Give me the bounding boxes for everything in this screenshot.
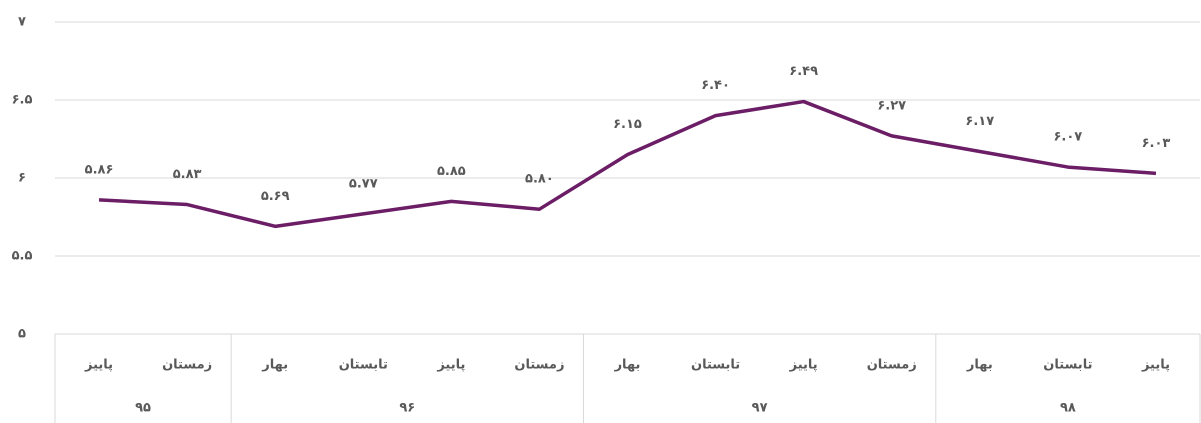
data-label: ۶.۱۵ [613,117,642,132]
x-tick-label: تابستان [1043,358,1092,373]
y-tick-label: ۶.۵ [12,93,33,108]
data-label: ۶.۲۷ [877,98,906,113]
x-tick-label: بهار [966,358,993,373]
x-tick-label: پاییز [789,358,818,373]
data-label: ۶.۴۹ [789,64,818,79]
data-label: ۶.۰۷ [1054,130,1083,145]
y-tick-label: ۵.۵ [12,249,33,264]
data-label: ۶.۰۳ [1142,136,1171,151]
data-label: ۶.۴۰ [701,78,730,93]
data-label: ۵.۸۵ [437,164,466,179]
group-label: ۹۷ [752,401,768,416]
data-label: ۵.۷۷ [349,176,378,191]
data-line [98,99,1157,229]
data-label: ۵.۸۰ [525,172,554,187]
data-label: ۵.۸۶ [85,162,114,177]
group-label: ۹۶ [399,401,415,416]
y-tick-label: ۵ [18,327,26,342]
x-tick-label: پاییز [436,358,465,373]
data-label: ۵.۸۳ [173,167,202,182]
data-label: ۶.۱۷ [965,114,994,129]
x-tick-label: زمستان [514,358,564,373]
x-tick-label: تابستان [691,358,740,373]
x-tick-label: تابستان [339,358,388,373]
x-tick-label: پاییز [1141,358,1170,373]
x-tick-label: پاییز [84,358,113,373]
x-tick-label: بهار [614,358,641,373]
group-label: ۹۸ [1060,401,1076,416]
x-tick-label: بهار [261,358,288,373]
y-tick-label: ۶ [18,171,26,186]
x-tick-label: زمستان [867,358,917,373]
y-tick-label: ۷ [18,15,26,30]
group-label: ۹۵ [135,401,151,416]
x-tick-label: زمستان [162,358,212,373]
data-label: ۵.۶۹ [261,189,290,204]
